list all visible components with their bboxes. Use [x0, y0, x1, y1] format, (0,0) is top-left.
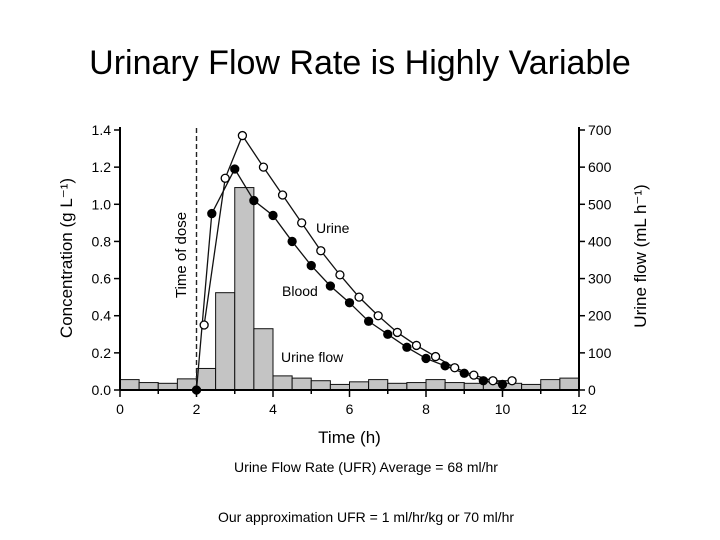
urine-data-point — [469, 370, 479, 380]
urine-flow-bar — [444, 382, 465, 391]
x-tick-label: 4 — [269, 401, 277, 417]
blood-data-point — [306, 260, 316, 271]
urine-data-point — [392, 327, 402, 338]
x-tick-label: 2 — [193, 401, 201, 417]
blood-data-point — [287, 236, 297, 247]
y2-tick-label: 700 — [588, 122, 612, 138]
series-markers — [191, 130, 517, 395]
urine-flow-bar — [406, 382, 427, 391]
urine-flow-bar — [425, 379, 446, 391]
urine-data-point — [354, 292, 364, 302]
urine-flow-bar — [349, 381, 370, 391]
y2-tick-label: 500 — [588, 196, 612, 212]
y2-tick-label: 300 — [588, 271, 612, 287]
urine-flow-bar — [215, 292, 236, 391]
urine-flow-bar — [234, 187, 255, 391]
y-tick-label: 1.2 — [92, 159, 112, 175]
urine-data-point — [237, 130, 248, 141]
x-tick-label: 6 — [346, 401, 354, 417]
urine-data-point — [373, 311, 383, 321]
y-tick-label: 0.8 — [92, 233, 112, 249]
blood-data-point — [440, 361, 450, 371]
urine-flow-bar — [310, 380, 331, 391]
blood-data-point — [268, 210, 278, 221]
urine-flow-bar — [540, 379, 561, 391]
y2-axis-label: Urine flow (mL h⁻¹) — [631, 184, 650, 327]
dose-time-label: Time of dose — [173, 212, 190, 298]
x-axis-label: Time (h) — [318, 428, 381, 447]
y-axis-label: Concentration (g L⁻¹) — [57, 178, 76, 338]
x-tick-label: 0 — [116, 401, 124, 417]
urine-data-point — [411, 340, 422, 351]
blood-data-point — [363, 316, 374, 326]
urine-data-point — [199, 320, 209, 330]
y-tick-label: 0.4 — [92, 308, 112, 324]
y2-tick-label: 100 — [588, 345, 612, 361]
y2-tick-label: 0 — [588, 382, 596, 398]
blood-data-point — [325, 281, 336, 291]
blood-series-label: Blood — [282, 283, 318, 299]
y2-tick-label: 600 — [588, 159, 612, 175]
urine-flow-bar — [387, 382, 408, 391]
urine-data-point — [277, 190, 288, 200]
urine-flow-bar — [119, 379, 140, 391]
blood-data-point — [459, 368, 469, 378]
x-tick-label: 8 — [422, 401, 430, 417]
blood-data-point — [344, 298, 355, 308]
slide-title: Urinary Flow Rate is Highly Variable — [89, 44, 631, 82]
urine-flow-bar — [272, 375, 293, 391]
y2-tick-label: 400 — [588, 233, 612, 249]
chart-axes — [114, 127, 585, 397]
ufr-approximation-note: Our approximation UFR = 1 ml/hr/kg or 70… — [217, 509, 515, 525]
urine-data-point — [507, 376, 517, 386]
blood-data-point — [402, 342, 412, 352]
urine-data-point — [488, 376, 498, 386]
blood-data-point — [249, 195, 259, 206]
y-tick-label: 0.0 — [92, 382, 112, 398]
y-tick-label: 0.2 — [92, 345, 112, 361]
blood-data-point — [207, 208, 217, 219]
y-tick-label: 1.4 — [92, 122, 112, 138]
urine-flow-bar — [157, 382, 178, 391]
blood-data-point — [478, 376, 489, 386]
urine-flow-label: Urine flow — [281, 349, 344, 365]
urine-flow-bar — [291, 377, 312, 391]
x-tick-label: 12 — [571, 401, 587, 417]
urine-flow-bar — [368, 379, 389, 391]
urine-data-point — [316, 246, 326, 256]
blood-data-point — [497, 379, 508, 390]
urine-flow-bar — [559, 377, 580, 391]
urine-data-point — [258, 162, 269, 172]
x-tick-label: 10 — [495, 401, 511, 417]
urine-flow-bar — [253, 328, 274, 391]
y-tick-label: 1.0 — [92, 196, 112, 212]
urine-data-point — [335, 270, 345, 280]
urine-series-label: Urine — [316, 220, 350, 236]
blood-data-point — [383, 329, 393, 339]
y-tick-label: 0.6 — [92, 271, 112, 287]
urine-data-point — [220, 173, 230, 183]
urine-data-point — [297, 218, 307, 228]
ufr-average-note: Urine Flow Rate (UFR) Average = 68 ml/hr — [234, 459, 498, 475]
blood-data-point — [230, 164, 240, 174]
blood-data-point — [421, 353, 431, 364]
urine-data-point — [450, 363, 460, 373]
tick-labels: 0 2 4 6 8 10 12 0.0 0.2 0.4 0.6 0.8 1.0 1.2 1.4 0 100 200… — [92, 122, 612, 417]
y2-tick-label: 200 — [588, 308, 612, 324]
urine-data-point — [430, 351, 441, 362]
urine-flow-bar — [138, 382, 159, 391]
